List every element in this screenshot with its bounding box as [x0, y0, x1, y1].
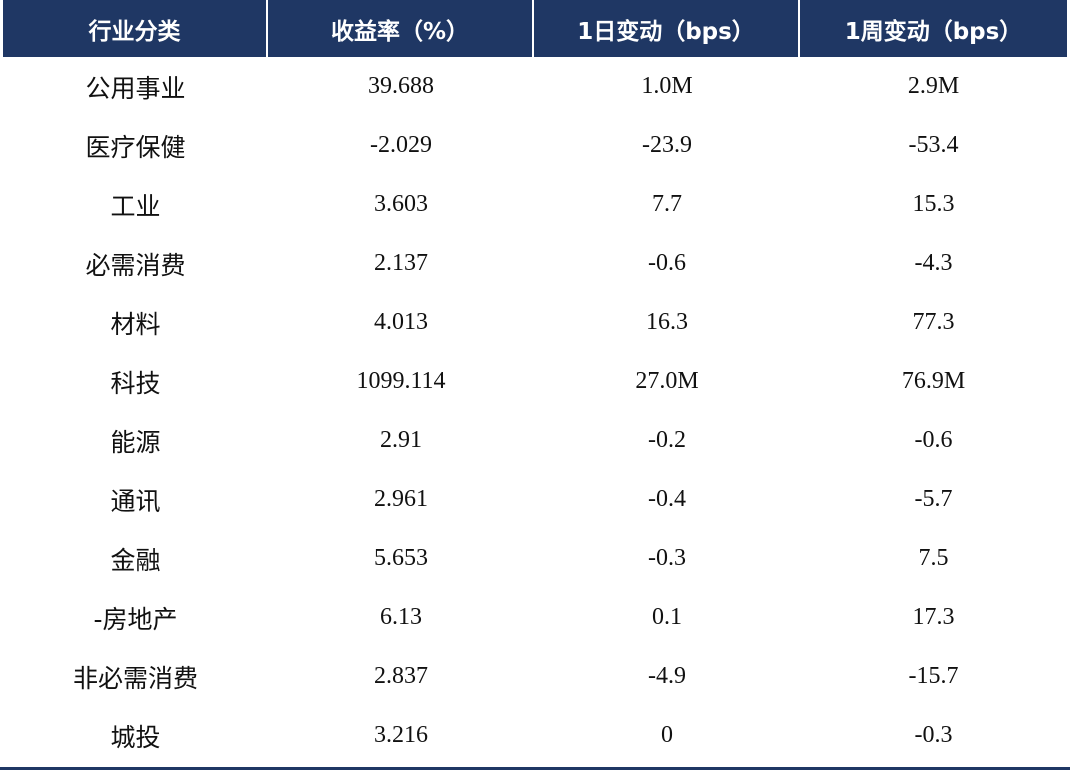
- table-row: 城投 3.216 0 -0.3: [3, 706, 1067, 765]
- table-row: 金融 5.653 -0.3 7.5: [3, 529, 1067, 588]
- table-bottom-rule: [0, 767, 1070, 770]
- row-category: 能源: [110, 427, 161, 457]
- header-yield-percent: 收益率（%）: [268, 0, 534, 57]
- row-yield: 6.13: [380, 604, 422, 630]
- table-header: 行业分类 收益率（%） 1日变动（bps） 1周变动（bps）: [3, 0, 1067, 57]
- row-category: 公用事业: [85, 73, 186, 103]
- header-1week-change-bps: 1周变动（bps）: [800, 0, 1067, 57]
- row-1week-change: 7.5: [918, 545, 949, 571]
- row-1week-change: -15.7: [908, 663, 959, 689]
- header-row: 行业分类 收益率（%） 1日变动（bps） 1周变动（bps）: [3, 0, 1067, 57]
- header-1day-change-bps: 1日变动（bps）: [534, 0, 800, 57]
- row-category: 非必需消费: [72, 663, 198, 693]
- row-category: 工业: [110, 191, 161, 221]
- row-1week-change: 2.9M: [907, 73, 960, 99]
- row-1week-change: -0.3: [914, 722, 953, 748]
- row-category: 医疗保健: [85, 132, 186, 162]
- row-category: 城投: [110, 722, 161, 752]
- table-row: 工业 3.603 7.7 15.3: [3, 175, 1067, 234]
- table-row: 能源 2.91 -0.2 -0.6: [3, 411, 1067, 470]
- row-yield: -2.029: [370, 132, 432, 158]
- row-category: 必需消费: [85, 250, 186, 280]
- table-row: 材料 4.013 16.3 77.3: [3, 293, 1067, 352]
- row-1day-change: 1.0M: [641, 73, 693, 99]
- row-yield: 2.837: [374, 663, 428, 689]
- table-row: 公用事业 39.688 1.0M 2.9M: [3, 57, 1067, 116]
- row-1day-change: 0: [661, 722, 673, 748]
- row-yield: 3.603: [374, 191, 428, 217]
- sector-yield-table: 行业分类 收益率（%） 1日变动（bps） 1周变动（bps） 公用事业 39.…: [3, 0, 1067, 765]
- row-yield: 2.961: [374, 486, 428, 512]
- row-yield: 1099.114: [356, 368, 446, 394]
- row-1day-change: -0.4: [648, 486, 686, 512]
- row-1week-change: 77.3: [912, 309, 955, 335]
- row-1day-change: -0.6: [648, 250, 686, 276]
- table-row: 必需消费 2.137 -0.6 -4.3: [3, 234, 1067, 293]
- row-yield: 2.91: [380, 427, 422, 453]
- row-1week-change: 76.9M: [901, 368, 966, 394]
- row-category: 金融: [110, 545, 161, 575]
- table-body: 公用事业 39.688 1.0M 2.9M 医疗保健 -2.029 -23.9 …: [3, 57, 1067, 765]
- row-1day-change: -0.3: [648, 545, 686, 571]
- row-yield: 2.137: [374, 250, 428, 276]
- row-1day-change: -23.9: [642, 132, 692, 158]
- row-1week-change: -0.6: [914, 427, 953, 453]
- row-1day-change: 16.3: [646, 309, 688, 335]
- row-yield: 4.013: [374, 309, 428, 335]
- row-1day-change: 27.0M: [635, 368, 699, 394]
- row-yield: 5.653: [374, 545, 428, 571]
- table-row: 非必需消费 2.837 -4.9 -15.7: [3, 647, 1067, 706]
- row-category: 科技: [110, 368, 161, 398]
- row-1day-change: -4.9: [648, 663, 686, 689]
- row-1day-change: -0.2: [648, 427, 686, 453]
- row-1week-change: 17.3: [912, 604, 955, 630]
- row-1week-change: -4.3: [914, 250, 953, 276]
- row-1week-change: -53.4: [908, 132, 959, 158]
- table-row: 通讯 2.961 -0.4 -5.7: [3, 470, 1067, 529]
- row-category: -房地产: [93, 604, 178, 634]
- table-row: -房地产 6.13 0.1 17.3: [3, 588, 1067, 647]
- row-1day-change: 0.1: [652, 604, 682, 630]
- row-yield: 39.688: [368, 73, 434, 99]
- row-1week-change: -5.7: [914, 486, 953, 512]
- row-1week-change: 15.3: [912, 191, 955, 217]
- row-category: 材料: [110, 309, 161, 339]
- row-yield: 3.216: [374, 722, 428, 748]
- row-category: 通讯: [110, 486, 161, 516]
- row-1day-change: 7.7: [652, 191, 682, 217]
- table-row: 医疗保健 -2.029 -23.9 -53.4: [3, 116, 1067, 175]
- header-industry-category: 行业分类: [3, 0, 268, 57]
- table-row: 科技 1099.114 27.0M 76.9M: [3, 352, 1067, 411]
